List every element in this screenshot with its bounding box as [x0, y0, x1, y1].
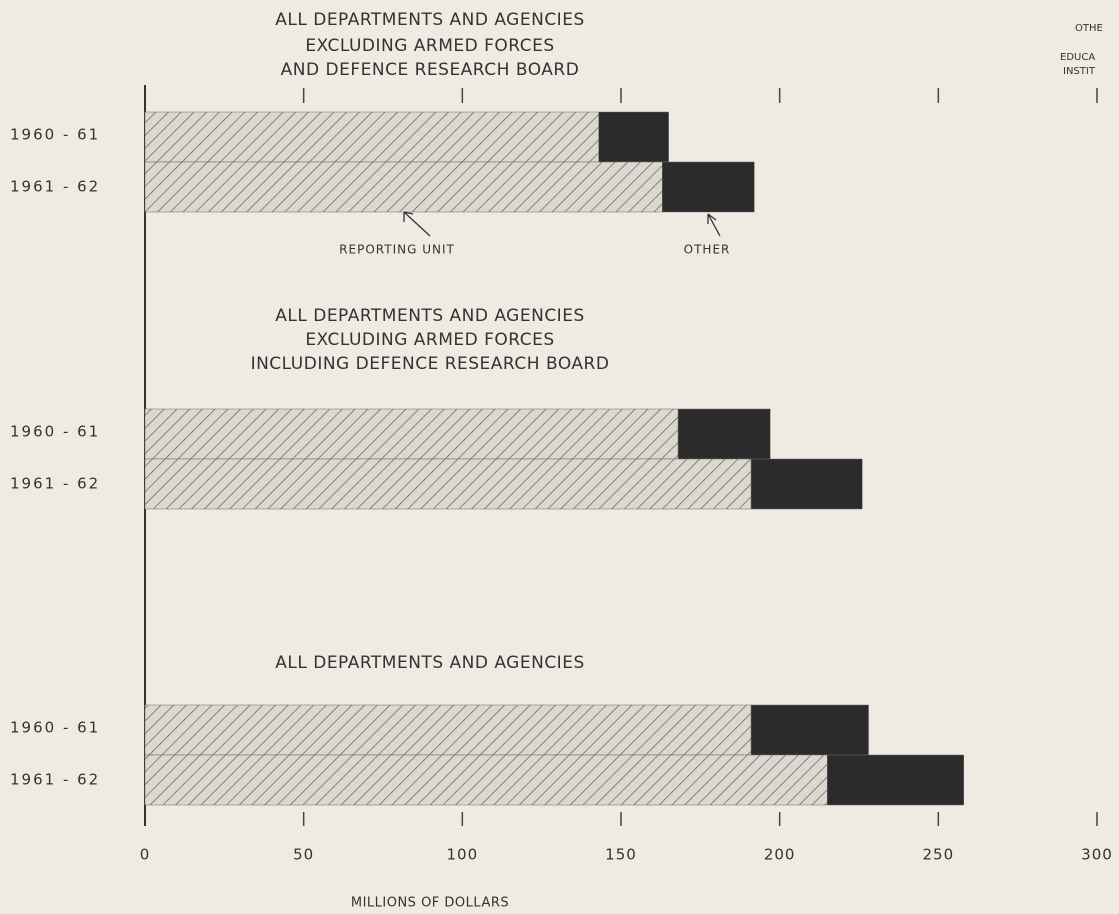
category-label: 1961 - 62 [10, 475, 100, 493]
bar-segment [144, 704, 752, 756]
x-tick-label: 200 [764, 846, 796, 864]
panel-title: ALL DEPARTMENTS AND AGENCIES [275, 10, 584, 30]
category-label: 1960 - 61 [10, 126, 100, 144]
bar-segment [144, 161, 663, 213]
panel-title: AND DEFENCE RESEARCH BOARD [281, 60, 580, 80]
x-tick-label: 50 [293, 846, 314, 864]
x-tick-label: 150 [605, 846, 637, 864]
category-label: 1960 - 61 [10, 719, 100, 737]
bar-segment [662, 161, 755, 213]
x-axis-label: MILLIONS OF DOLLARS [351, 896, 509, 911]
bar-segment [750, 704, 869, 756]
fragment: EDUCA [1060, 52, 1095, 63]
bar-segment [144, 754, 828, 806]
panel-title: INCLUDING DEFENCE RESEARCH BOARD [251, 354, 610, 374]
panel-title: ALL DEPARTMENTS AND AGENCIES [275, 306, 584, 326]
x-tick-label: 0 [140, 846, 151, 864]
panel-title: EXCLUDING ARMED FORCES [305, 330, 554, 350]
bar-segment [827, 754, 964, 806]
bar-segment [144, 408, 679, 460]
pointer [707, 213, 721, 237]
fragment: INSTIT [1063, 66, 1096, 77]
panel-title: ALL DEPARTMENTS AND AGENCIES [275, 653, 584, 673]
pointer [403, 211, 431, 237]
legend-label: REPORTING UNIT [339, 243, 455, 257]
bar-segment [677, 408, 771, 460]
bar-segment [750, 458, 863, 510]
panel-title: EXCLUDING ARMED FORCES [305, 36, 554, 56]
bar-segment [598, 111, 669, 163]
category-label: 1961 - 62 [10, 771, 100, 789]
category-label: 1960 - 61 [10, 423, 100, 441]
x-tick-label: 300 [1081, 846, 1113, 864]
x-tick-label: 250 [923, 846, 955, 864]
fragment: OTHE [1075, 23, 1103, 34]
x-tick-label: 100 [447, 846, 479, 864]
legend-label: OTHER [684, 243, 731, 257]
category-label: 1961 - 62 [10, 178, 100, 196]
bar-segment [144, 458, 752, 510]
bar-segment [144, 111, 600, 163]
